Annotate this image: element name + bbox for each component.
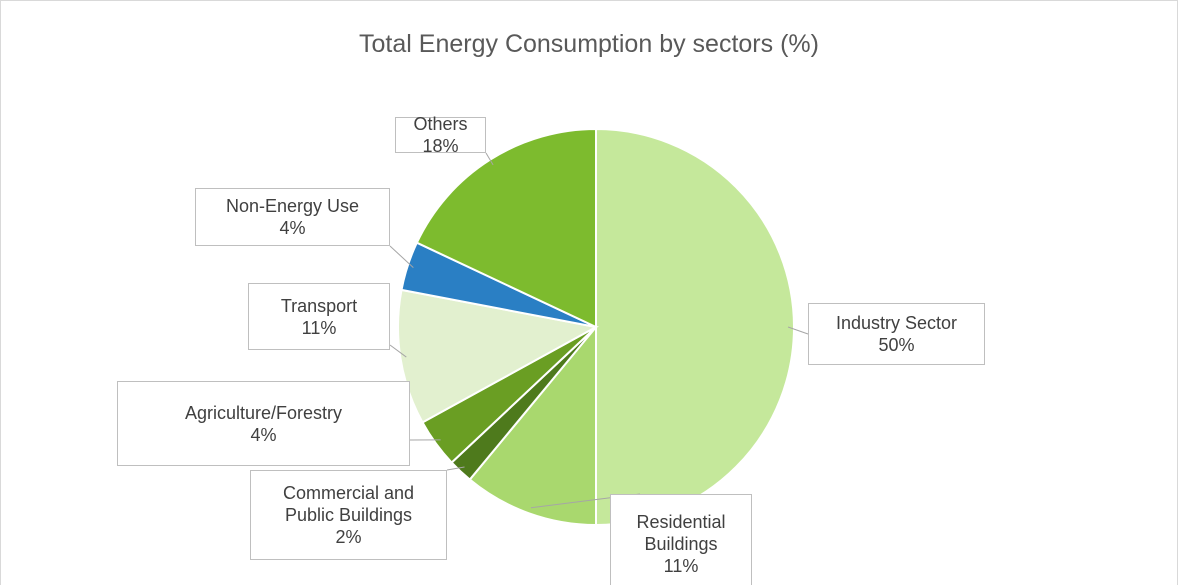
label-name: Transport bbox=[280, 295, 358, 316]
chart-title: Total Energy Consumption by sectors (%) bbox=[359, 30, 819, 58]
label-value: 2% bbox=[335, 527, 362, 547]
label-value: 4% bbox=[250, 424, 277, 445]
label-name: Industry Sector bbox=[835, 313, 958, 333]
label-name: Residential Buildings bbox=[636, 512, 726, 554]
leader-line bbox=[787, 326, 809, 335]
label-name: Agriculture/Forestry bbox=[184, 402, 343, 423]
pie-slice bbox=[397, 288, 599, 424]
leader-line bbox=[485, 152, 494, 166]
leader-line bbox=[389, 344, 407, 358]
data-label: Commercial and Public Buildings 2% bbox=[250, 470, 447, 560]
leader-line bbox=[446, 466, 465, 471]
data-label: Non-Energy Use 4% bbox=[195, 188, 390, 246]
label-name: Commercial and Public Buildings bbox=[282, 483, 415, 525]
data-label: Industry Sector 50% bbox=[808, 303, 985, 365]
label-value: 50% bbox=[878, 335, 915, 355]
pie-slice bbox=[595, 127, 795, 527]
data-label: Residential Buildings 11% bbox=[610, 494, 752, 585]
label-value: 18% bbox=[422, 136, 459, 156]
pie-slice bbox=[468, 324, 597, 527]
label-value: 11% bbox=[663, 556, 699, 576]
label-name: Others bbox=[413, 114, 468, 134]
data-label: Agriculture/Forestry 4% bbox=[117, 381, 410, 466]
label-name: Non-Energy Use bbox=[225, 196, 360, 216]
label-value: 11% bbox=[301, 317, 337, 338]
leader-line bbox=[389, 245, 414, 269]
label-value: 4% bbox=[279, 218, 306, 238]
data-label: Transport 11% bbox=[248, 283, 390, 350]
data-label: Others 18% bbox=[395, 114, 486, 156]
